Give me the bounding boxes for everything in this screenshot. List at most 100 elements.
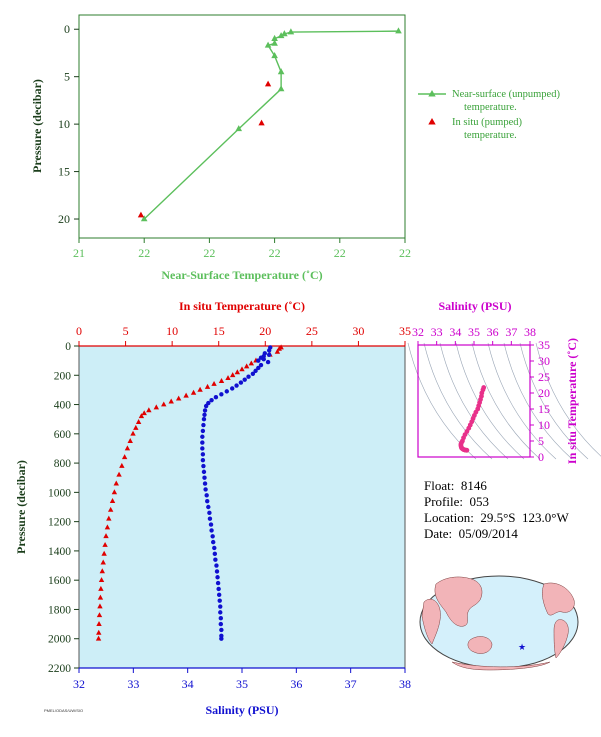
profile-salinity-point — [205, 498, 210, 504]
profile-temperature-point — [239, 366, 245, 372]
profile-temperature-point — [248, 360, 255, 366]
near-surface-chart: 21 22 22 22 22 22 0 5 10 15 20 Near-Surface Tempe… — [30, 14, 560, 282]
near-surface-y-ticks: 0 5 10 15 20 — [58, 22, 79, 226]
near-surface-unpumped-point — [277, 32, 285, 39]
profile-top-temperature-ticks: 0 5 10 15 20 25 30 35 — [76, 324, 411, 346]
profile-salinity-point — [238, 380, 244, 385]
profile-salinity-point — [219, 627, 224, 633]
profile-temperature-point — [183, 392, 189, 398]
profile-salinity-point — [215, 575, 220, 580]
profile-top-tick-label: 25 — [306, 324, 318, 338]
profile-salinity-point — [216, 586, 221, 592]
profile-salinity-point — [224, 389, 229, 394]
float-location-star-icon: ★ — [518, 642, 526, 652]
near-surface-unpumped-point — [277, 68, 285, 75]
profile-y-tick-label: 200 — [54, 370, 72, 382]
legend-marker-pumped — [428, 118, 436, 125]
ts-density-contour-line — [503, 342, 573, 460]
profile-bottom-tick-label: 34 — [182, 677, 194, 691]
legend-marker-unpumped — [428, 90, 436, 97]
profile-salinity-point — [201, 416, 207, 422]
profile-salinity-point — [202, 412, 207, 417]
profile-temperature-point — [211, 380, 217, 386]
profile-salinity-point — [214, 563, 219, 568]
profile-chart: 0200400600800100012001400160018002000220… — [14, 299, 411, 717]
profile-salinity-point — [200, 457, 206, 463]
profile-temperature-point — [104, 524, 111, 530]
profile-y-tick-label: 1800 — [48, 604, 71, 616]
near-surface-pumped-point — [137, 211, 145, 218]
legend-label-pumped: In situ (pumped) temperature. — [452, 117, 525, 141]
profile-salinity-point — [209, 397, 214, 403]
profile-top-tick-label: 35 — [399, 324, 411, 338]
profile-temperature-point — [121, 454, 128, 460]
map-land-asia — [434, 576, 483, 627]
float-id: Float: 8146 — [424, 478, 487, 493]
profile-temperature-point — [119, 462, 125, 468]
near-surface-x-tick-label: 22 — [203, 246, 215, 260]
profile-y-tick-label: 1600 — [48, 575, 71, 587]
profile-salinity-point — [242, 377, 247, 382]
profile-temperature-point — [141, 410, 147, 416]
profile-temperature-point — [97, 594, 104, 600]
profile-salinity-point — [218, 610, 223, 615]
profile-y-tick-label: 2000 — [48, 634, 71, 646]
profile-temperature-point — [95, 635, 102, 641]
profile-bottom-tick-label: 36 — [290, 677, 302, 691]
near-surface-y-tick-label: 5 — [64, 70, 70, 84]
profile-temperature-point — [153, 404, 160, 410]
ts-salinity-ticks: 32 33 34 35 36 37 38 — [412, 325, 536, 345]
profile-temperature-point — [243, 363, 250, 369]
profile-temperature-point — [116, 471, 122, 477]
ts-point — [464, 447, 470, 453]
profile-salinity-point — [202, 475, 207, 480]
near-surface-series-group — [137, 27, 402, 222]
map-land-africa-europe — [421, 599, 441, 645]
profile-salinity-point — [201, 469, 207, 475]
profile-y-tick-label: 1000 — [48, 487, 71, 499]
near-surface-x-ticks: 21 22 22 22 22 22 — [73, 238, 411, 260]
profile-top-axis-label: In situ Temperature (˚C) — [179, 299, 305, 313]
profile-salinity-point — [200, 446, 205, 451]
profile-salinity-point — [266, 352, 272, 357]
near-surface-unpumped-point — [271, 34, 278, 42]
ts-y-tick-label: 35 — [538, 338, 550, 352]
near-surface-x-axis-label: Near-Surface Temperature (˚C) — [161, 268, 322, 282]
ts-y-tick-label: 0 — [538, 450, 544, 464]
profile-temperature-point — [96, 612, 103, 618]
ts-density-contour-line — [519, 342, 589, 460]
profile-salinity-point — [230, 386, 235, 391]
profile-bottom-salinity-ticks: 32 33 34 35 36 37 38 — [73, 668, 411, 691]
near-surface-unpumped-point — [271, 52, 278, 59]
profile-y-axis-label: Pressure (decibar) — [14, 460, 28, 554]
map-land-south-america — [553, 619, 569, 659]
profile-temperature-point — [133, 424, 139, 430]
map-land-antarctica — [451, 661, 551, 671]
profile-temperature-point — [204, 383, 211, 389]
profile-salinity-point — [211, 539, 216, 545]
profile-temperature-point — [107, 506, 114, 512]
profile-temperature-point — [161, 401, 167, 407]
ts-y-tick-label: 30 — [538, 354, 550, 368]
profile-temperature-point — [127, 438, 133, 443]
profile-temperature-point — [113, 480, 119, 486]
ts-y-tick-label: 25 — [538, 370, 550, 384]
profile-salinity-point — [203, 403, 209, 409]
profile-salinity-point — [209, 528, 214, 533]
profile-salinity-point — [200, 440, 205, 445]
profile-temperature-point — [106, 515, 112, 521]
near-surface-x-tick-label: 21 — [73, 246, 85, 260]
profile-temperature-point — [96, 620, 102, 626]
profile-salinity-point — [206, 504, 211, 510]
fine-print-credit: PMEL/ODAS/UW/SIO — [44, 708, 84, 713]
near-surface-x-tick-label: 22 — [138, 246, 150, 260]
profile-top-tick-label: 0 — [76, 324, 82, 338]
profile-salinity-point — [202, 481, 208, 486]
profile-top-tick-label: 20 — [259, 324, 271, 338]
ts-temperature-ticks: 0 5 10 15 20 25 30 35 — [530, 338, 550, 464]
profile-bottom-tick-label: 33 — [127, 677, 139, 691]
profile-y-tick-label: 2200 — [48, 663, 71, 675]
ts-density-contour-line — [439, 342, 509, 460]
